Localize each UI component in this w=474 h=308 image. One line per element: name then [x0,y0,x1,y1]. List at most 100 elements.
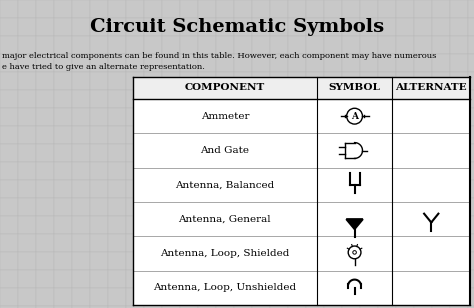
Bar [216,36,234,54]
Bar [432,36,450,54]
Bar [54,90,72,108]
Bar [216,54,234,72]
Bar [396,306,414,308]
Bar [54,216,72,234]
Bar [72,0,90,18]
Bar [72,162,90,180]
Bar [144,54,162,72]
Bar [108,36,126,54]
Bar [378,252,396,270]
Bar [198,288,216,306]
Bar [72,234,90,252]
Bar [288,198,306,216]
Bar [270,180,288,198]
Bar [180,108,198,126]
Bar [414,72,432,90]
Bar [72,198,90,216]
Bar [342,216,360,234]
Bar [288,162,306,180]
Bar [162,306,180,308]
Bar [216,0,234,18]
Bar [36,108,54,126]
Bar [90,126,108,144]
Bar [234,72,252,90]
Bar [36,252,54,270]
Bar [0,72,18,90]
Bar [342,36,360,54]
Bar [54,126,72,144]
Bar [468,180,474,198]
Bar [450,252,468,270]
Bar [252,144,270,162]
Bar [342,90,360,108]
Bar [288,288,306,306]
Bar [324,198,342,216]
Bar [234,234,252,252]
Bar [0,54,18,72]
Bar [270,270,288,288]
Bar [216,108,234,126]
Bar [270,144,288,162]
Bar [234,162,252,180]
Bar [162,288,180,306]
Bar [342,18,360,36]
Bar [270,108,288,126]
Bar [72,18,90,36]
Bar [234,18,252,36]
Bar [234,108,252,126]
Bar [126,54,144,72]
Text: And Gate: And Gate [201,146,249,155]
Bar [126,198,144,216]
Bar [468,252,474,270]
Bar [18,198,36,216]
Bar [414,126,432,144]
Bar [360,216,378,234]
Bar [288,252,306,270]
Bar [90,306,108,308]
Bar [90,234,108,252]
Text: A: A [351,112,358,121]
Bar [234,288,252,306]
Bar [360,36,378,54]
Bar [162,162,180,180]
Bar [0,36,18,54]
Bar [180,144,198,162]
Bar [306,36,324,54]
Bar [108,180,126,198]
Bar [396,0,414,18]
Bar [360,144,378,162]
Bar [54,234,72,252]
Bar [180,72,198,90]
Bar [234,36,252,54]
Bar [144,36,162,54]
Bar [324,270,342,288]
Bar [468,72,474,90]
Bar [306,90,324,108]
Bar [306,252,324,270]
Bar [342,126,360,144]
Bar [360,234,378,252]
Bar [360,72,378,90]
Bar [54,162,72,180]
Bar [72,54,90,72]
Bar [288,54,306,72]
Bar [468,216,474,234]
Bar [324,126,342,144]
Bar [396,126,414,144]
Bar [0,90,18,108]
Bar [360,306,378,308]
Bar [414,162,432,180]
Bar [0,198,18,216]
Bar [72,252,90,270]
Bar [0,306,18,308]
Bar [342,198,360,216]
Bar [396,108,414,126]
Bar [252,72,270,90]
Bar [396,36,414,54]
Bar [450,108,468,126]
Bar [378,198,396,216]
Bar [450,306,468,308]
Bar [180,162,198,180]
Bar [54,54,72,72]
Bar [288,144,306,162]
